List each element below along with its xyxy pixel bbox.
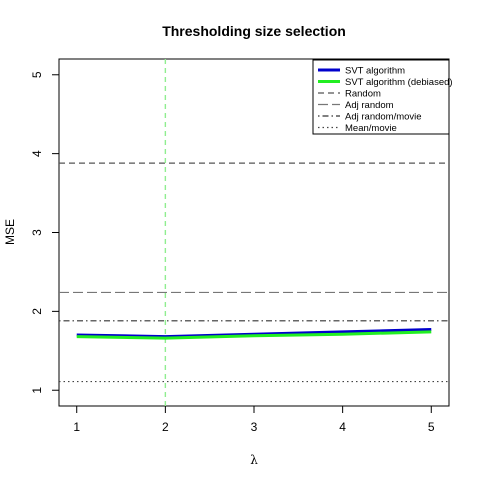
y-tick-label: 1 [30,387,44,394]
y-tick-label: 4 [30,150,44,157]
y-tick-label: 5 [30,71,44,78]
y-axis: 1 2 3 4 5 [30,71,60,394]
legend-label: Random [345,89,381,100]
y-tick-label: 3 [30,229,44,236]
x-axis-label: λ [250,453,258,467]
x-tick-label: 5 [428,420,435,434]
x-tick-label: 1 [73,420,80,434]
y-axis-label: MSE [3,219,17,245]
x-tick-label: 4 [339,420,346,434]
x-tick-label: 2 [162,420,169,434]
reference-lines [59,162,449,383]
legend-label: Adj random [345,100,394,111]
series-line [76,330,432,340]
series-lines [76,328,432,340]
x-axis: 1 2 3 4 5 [73,405,435,434]
legend-label: SVT algorithm (debiased) [345,77,453,88]
chart-title: Thresholding size selection [162,23,346,39]
y-tick-label: 2 [30,308,44,315]
series-line [76,328,432,339]
x-tick-label: 3 [251,420,258,434]
legend-label: Mean/movie [345,123,397,134]
legend-label: Adj random/movie [345,112,422,123]
legend-label: SVT algorithm [345,66,405,77]
legend-box [312,59,450,135]
